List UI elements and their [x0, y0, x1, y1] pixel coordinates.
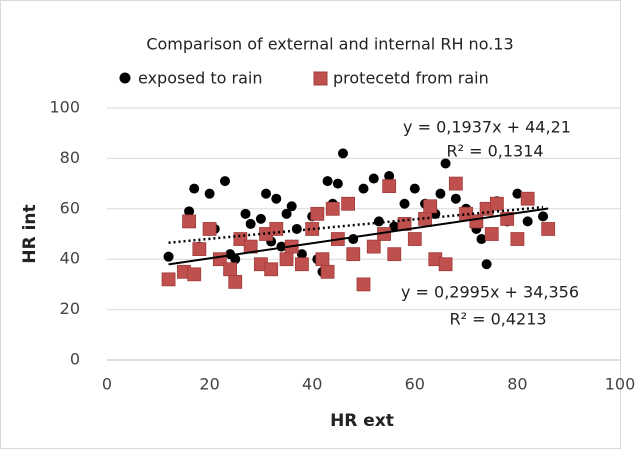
point — [228, 274, 243, 289]
x-axis-title: HR ext — [330, 411, 394, 431]
point — [305, 222, 320, 236]
y-tick-label: 60 — [60, 198, 80, 217]
point — [322, 176, 333, 187]
point — [310, 206, 325, 221]
x-tick-label: 80 — [507, 375, 527, 394]
chart-title: Comparison of external and internal RH n… — [146, 35, 513, 54]
point — [418, 211, 432, 226]
point — [163, 251, 174, 262]
x-tick-label: 40 — [302, 375, 322, 394]
y-tick-label: 40 — [60, 249, 80, 268]
point — [261, 188, 272, 199]
point — [346, 247, 361, 262]
point — [366, 239, 381, 254]
point — [341, 196, 356, 211]
y-tick-label: 80 — [60, 148, 80, 167]
point — [409, 183, 420, 194]
point — [332, 178, 343, 189]
point — [358, 183, 369, 194]
point — [510, 232, 525, 246]
legend-marker — [119, 72, 131, 84]
point — [389, 221, 400, 232]
point — [204, 188, 215, 199]
point — [373, 216, 384, 227]
point — [384, 171, 395, 182]
point — [219, 176, 230, 187]
y-tick-label: 0 — [70, 350, 80, 369]
trendline — [168, 207, 549, 266]
y-tick-label: 100 — [49, 98, 80, 117]
point — [245, 218, 256, 229]
legend-marker — [313, 71, 328, 86]
point — [315, 252, 330, 267]
point — [522, 216, 533, 227]
point — [356, 277, 371, 292]
point — [348, 234, 359, 245]
trendline-r2: R² = 0,4213 — [449, 310, 546, 329]
y-axis-title: HR int — [20, 204, 40, 263]
point — [269, 222, 284, 236]
x-tick-label: 60 — [405, 375, 425, 394]
point — [296, 249, 307, 260]
point — [202, 222, 217, 236]
point — [295, 257, 309, 272]
point — [187, 267, 202, 282]
point — [399, 198, 410, 209]
point — [481, 259, 492, 270]
point — [279, 252, 294, 267]
point — [286, 201, 297, 212]
point — [337, 148, 348, 159]
point — [438, 257, 453, 272]
point — [281, 208, 292, 219]
x-tick-label: 100 — [605, 375, 636, 394]
point — [192, 242, 207, 257]
point — [440, 158, 451, 169]
y-tick-label: 20 — [60, 299, 80, 318]
point — [538, 211, 549, 222]
legend-label: exposed to rain — [138, 69, 263, 88]
trendline-equation: y = 0,2995x + 34,356 — [401, 283, 579, 302]
trendline-r2: R² = 0,1314 — [446, 142, 543, 161]
x-tick-label: 0 — [102, 375, 112, 394]
point — [271, 193, 282, 204]
point — [484, 227, 499, 241]
point — [184, 206, 195, 217]
point — [325, 201, 340, 216]
point — [240, 208, 251, 219]
point — [387, 247, 402, 262]
point — [469, 214, 484, 229]
point — [368, 173, 379, 184]
point — [435, 188, 446, 199]
point — [520, 191, 535, 206]
point — [476, 234, 487, 245]
point — [423, 199, 438, 214]
point — [541, 222, 556, 236]
point — [189, 183, 200, 194]
point — [382, 179, 397, 194]
point — [291, 223, 302, 234]
point — [230, 254, 241, 265]
point — [264, 262, 279, 277]
point — [448, 176, 463, 191]
point — [450, 193, 461, 204]
point — [512, 188, 523, 199]
trendline-equation: y = 0,1937x + 44,21 — [403, 118, 571, 137]
point — [182, 214, 196, 229]
point — [407, 232, 422, 246]
legend-label: protecetd from rain — [333, 69, 489, 88]
x-tick-label: 20 — [199, 375, 219, 394]
point — [255, 213, 266, 224]
point — [489, 196, 504, 211]
point — [320, 264, 335, 279]
point — [223, 262, 238, 277]
point — [161, 272, 176, 287]
